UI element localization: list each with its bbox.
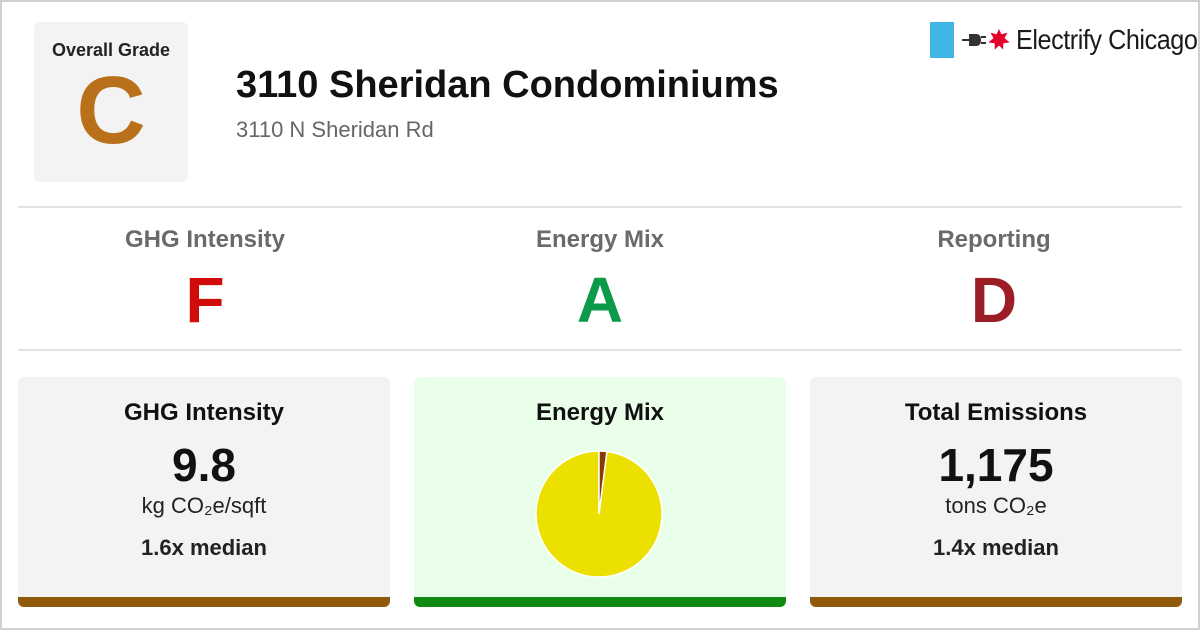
- grade-letter: F: [185, 264, 225, 336]
- overall-grade-label: Overall Grade: [51, 40, 171, 60]
- grade-label: Energy Mix: [535, 226, 665, 253]
- grade-label: Reporting: [937, 226, 1051, 253]
- plug-icon: [962, 34, 986, 46]
- card-accent-bar: [810, 597, 1182, 607]
- brand-logo[interactable]: Electrify Chicago: [930, 22, 1200, 58]
- overall-grade-letter: C: [76, 57, 146, 164]
- pie-slice: [598, 450, 608, 515]
- card-title: Total Emissions: [904, 399, 1088, 426]
- star-icon: [988, 29, 1010, 50]
- ghg-intensity-unit: kg CO₂e/sqft: [141, 493, 267, 518]
- card-title: GHG Intensity: [123, 399, 285, 426]
- grade-energy-mix: Energy Mix A: [403, 226, 797, 332]
- grade-reporting: Reporting D: [797, 226, 1191, 332]
- energy-mix-pie-chart: [535, 450, 663, 578]
- ghg-intensity-value: 9.8: [172, 439, 236, 491]
- grade-label: GHG Intensity: [124, 226, 286, 253]
- building-title: 3110 Sheridan Condominiums: [236, 64, 779, 106]
- chicago-flag-icon: [930, 22, 954, 58]
- divider-top: [18, 206, 1182, 208]
- divider-middle: [18, 349, 1182, 351]
- card-title: Energy Mix: [535, 399, 665, 426]
- overall-grade-box: Overall Grade C: [34, 22, 188, 182]
- total-emissions-unit: tons CO₂e: [945, 493, 1047, 518]
- ghg-intensity-median: 1.6x median: [141, 535, 267, 560]
- ghg-intensity-card: GHG Intensity 9.8 kg CO₂e/sqft 1.6x medi…: [18, 377, 390, 607]
- grade-letter: A: [576, 264, 624, 336]
- energy-mix-card: Energy Mix: [414, 377, 786, 607]
- grade-letter: D: [970, 264, 1018, 336]
- brand-name: Electrify Chicago: [1016, 24, 1198, 55]
- total-emissions-median: 1.4x median: [933, 535, 1059, 560]
- total-emissions-card: Total Emissions 1,175 tons CO₂e 1.4x med…: [810, 377, 1182, 607]
- card-accent-bar: [414, 597, 786, 607]
- total-emissions-value: 1,175: [938, 439, 1054, 491]
- card-accent-bar: [18, 597, 390, 607]
- building-address: 3110 N Sheridan Rd: [236, 117, 434, 142]
- grade-ghg-intensity: GHG Intensity F: [8, 226, 402, 332]
